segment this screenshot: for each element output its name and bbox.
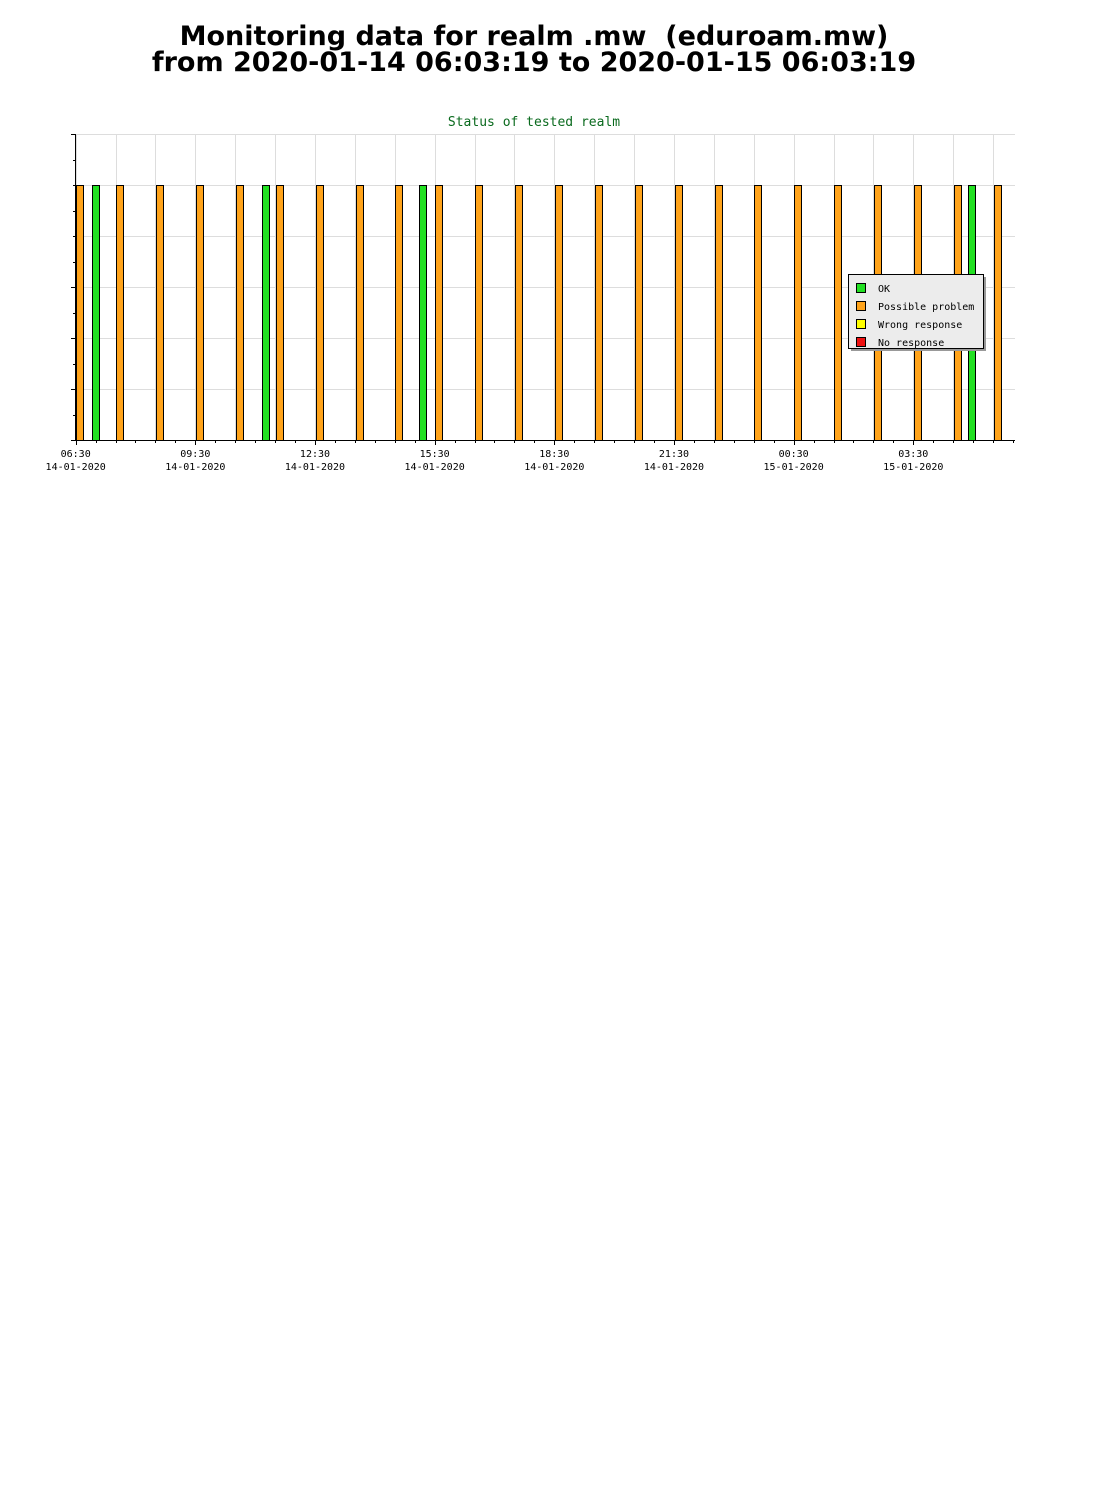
status-chart: Status of tested realm 06:30 14-01-2020 09… [46,115,1015,473]
status-bar-possible-problem [156,185,164,441]
legend-label: OK [878,284,890,295]
legend-label: No response [878,338,944,349]
status-bar-possible-problem [675,185,683,441]
legend-label: Possible problem [878,302,974,313]
legend: OK Possible problem Wrong response No respo… [848,274,986,351]
x-tick-label-time: 15:30 [420,449,450,460]
status-bar-possible-problem [236,185,244,441]
x-tick-label-date: 14-01-2020 [524,462,584,473]
status-bar-possible-problem [116,185,124,441]
status-bar-possible-problem [196,185,204,441]
status-bar-possible-problem [754,185,762,441]
status-bar-possible-problem [595,185,603,441]
chart-title: Status of tested realm [448,115,620,130]
x-tick-label-time: 00:30 [779,449,809,460]
status-bar-possible-problem [395,185,403,441]
x-tick-label-date: 14-01-2020 [285,462,345,473]
legend-label: Wrong response [878,320,962,331]
status-bar-possible-problem [475,185,483,441]
legend-swatch [856,301,866,311]
status-bar-possible-problem [994,185,1002,441]
status-bar-possible-problem [76,185,84,441]
title-line-2: from 2020-01-14 06:03:19 to 2020-01-15 0… [151,47,917,78]
legend-box [848,274,984,349]
x-tick-label-date: 14-01-2020 [165,462,225,473]
page-title: Monitoring data for realm .mw (eduroam.m… [0,21,1068,78]
x-axis-ticks: 06:30 14-01-2020 09:30 14-01-2020 12:30 14-01… [46,440,943,473]
status-bar-possible-problem [635,185,643,441]
status-bar-possible-problem [794,185,802,441]
axes [71,134,1015,443]
x-tick-label-date: 14-01-2020 [405,462,465,473]
status-bar-ok [419,185,427,441]
status-bar-possible-problem [356,185,364,441]
x-tick-label-date: 14-01-2020 [46,462,106,473]
legend-swatch [856,283,866,293]
status-bar-possible-problem [515,185,523,441]
x-tick-label-date: 15-01-2020 [764,462,824,473]
x-tick-label-time: 06:30 [61,449,91,460]
status-bar-possible-problem [715,185,723,441]
title-line-1: Monitoring data for realm .mw (eduroam.m… [179,21,889,52]
x-tick-label-time: 12:30 [300,449,330,460]
x-tick-label-time: 03:30 [898,449,928,460]
status-bar-possible-problem [555,185,563,441]
status-bar-possible-problem [834,185,842,441]
legend-swatch [856,319,866,329]
status-bar-ok [92,185,100,441]
x-tick-label-date: 15-01-2020 [883,462,943,473]
legend-swatch [856,337,866,347]
x-tick-label-date: 14-01-2020 [644,462,704,473]
x-tick-label-time: 18:30 [539,449,569,460]
status-bar-ok [262,185,270,441]
status-bar-possible-problem [276,185,284,441]
status-bar-possible-problem [316,185,324,441]
x-tick-label-time: 21:30 [659,449,689,460]
x-tick-label-time: 09:30 [180,449,210,460]
status-bar-possible-problem [435,185,443,441]
